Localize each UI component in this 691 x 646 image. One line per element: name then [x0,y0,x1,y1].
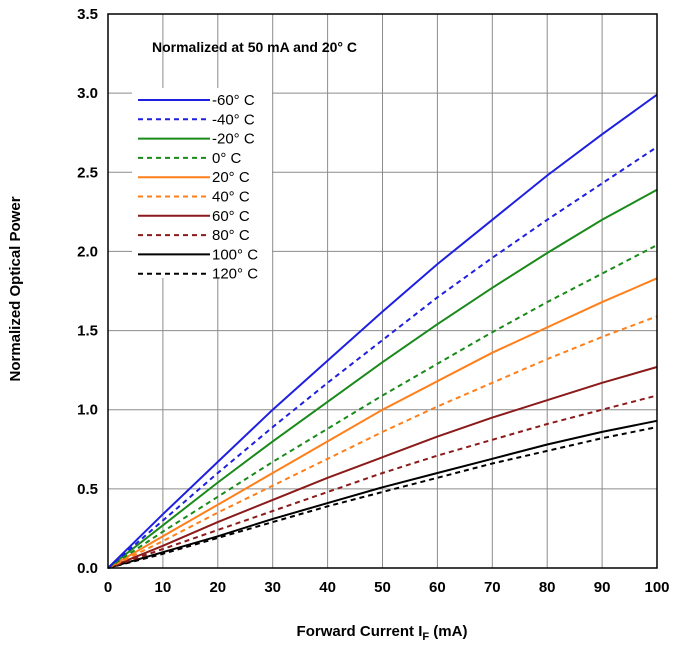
legend-label: 120° C [212,266,258,283]
x-tick-label: 50 [374,579,391,596]
y-tick-label: 2.0 [77,243,98,260]
x-axis-title-main: Forward Current I [297,623,423,640]
legend: -60° C -40° C -20° C 0° C 20° C 40° C 60° C 80°… [132,88,272,283]
chart-annotation: Normalized at 50 mA and 20° C [152,39,357,55]
series-line [107,315,658,569]
y-tick-label: 0.0 [77,560,98,577]
x-tick-label: 20 [209,579,226,596]
legend-label: -20° C [212,131,255,148]
series-lines [107,93,658,569]
y-tick-label: 0.5 [77,481,98,498]
x-tick-label: 70 [484,579,501,596]
legend-label: 60° C [212,208,250,225]
series-line [107,426,658,569]
x-axis-title: Forward Current IF (mA) [297,623,468,643]
legend-label: -60° C [212,92,255,109]
y-tick-label: 3.0 [77,85,98,102]
series-line [107,93,658,569]
series-line [107,366,658,569]
legend-label: 0° C [212,150,242,167]
x-tick-label: 10 [155,579,172,596]
x-tick-label: 60 [429,579,446,596]
legend-label: -40° C [212,111,255,128]
series-line [107,394,658,569]
series-line [107,277,658,569]
legend-label: 100° C [212,246,258,263]
legend-label: 20° C [212,169,250,186]
x-axis-title-unit: (mA) [429,623,467,640]
y-tick-label: 1.0 [77,402,98,419]
y-tick-label: 3.5 [77,6,98,23]
y-tick-label: 1.5 [77,323,98,340]
y-axis-ticks: 0.0 0.5 1.0 1.5 2.0 2.5 3.0 3.5 [77,6,98,577]
y-tick-label: 2.5 [77,164,98,181]
series-line [107,188,658,569]
y-axis-title: Normalized Optical Power [7,196,24,381]
legend-label: 40° C [212,189,250,206]
x-tick-label: 90 [594,579,611,596]
x-tick-label: 30 [264,579,281,596]
legend-label: 80° C [212,227,250,244]
plot-frame [107,13,658,569]
series-line [107,419,658,569]
series-line [107,244,658,569]
x-tick-label: 40 [319,579,336,596]
x-tick-label: 80 [539,579,556,596]
x-axis-title-subscript: F [422,631,429,643]
series-line [107,146,658,569]
x-tick-label: 0 [104,579,112,596]
x-axis-ticks: 0 10 20 30 40 50 60 70 80 90 100 [104,579,670,596]
x-tick-label: 100 [644,579,669,596]
